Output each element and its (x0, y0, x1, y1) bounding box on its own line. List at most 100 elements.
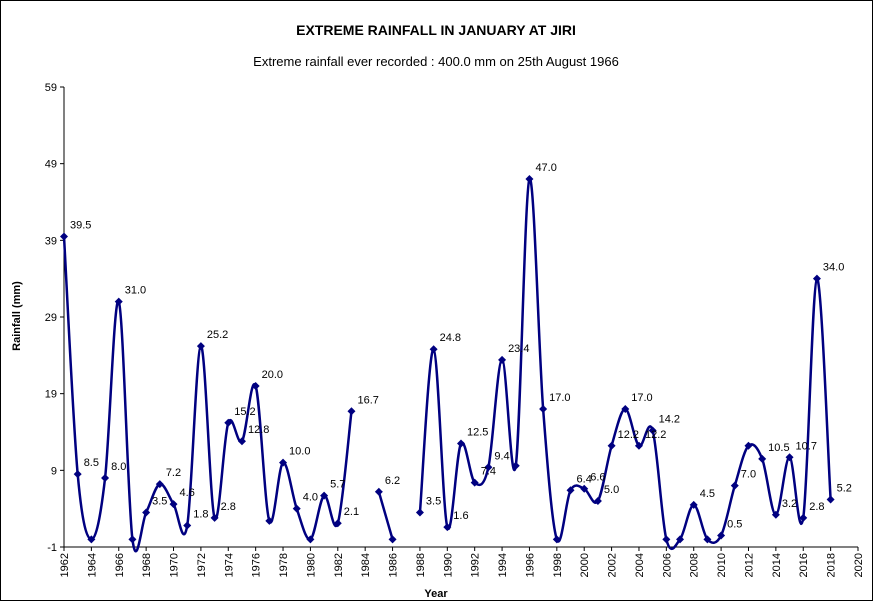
data-point (566, 486, 575, 495)
data-point (169, 500, 178, 509)
data-label: 15.2 (234, 406, 255, 418)
axes: -1 9 19 29 39 49 59 1962 1964 1966 1968 1970 1972 197… (45, 82, 865, 577)
data-labels: 39.5 8.5 8.0 31.0 3.5 7.2 4.6 1.8 25.2 2.8 15.2 12.… (70, 162, 852, 531)
y-tick-label: 9 (51, 465, 57, 477)
x-tick-label: 2014 (771, 553, 783, 577)
data-label: 25.2 (207, 329, 228, 341)
data-point (429, 345, 438, 354)
data-label: 7.4 (481, 466, 496, 478)
data-point (155, 480, 164, 489)
data-label: 10.5 (768, 442, 789, 454)
data-label: 7.0 (741, 469, 756, 481)
data-point (498, 355, 507, 364)
series-line (377, 491, 394, 540)
data-label: 12.5 (467, 427, 488, 439)
data-point (320, 491, 329, 500)
data-label: 31.0 (125, 285, 146, 297)
x-tick-label: 1966 (114, 553, 126, 577)
y-tick-label: 19 (45, 389, 57, 401)
x-tick-label: 1988 (415, 553, 427, 577)
x-tick-label: 1992 (470, 553, 482, 577)
data-label: 17.0 (631, 392, 652, 404)
data-point (237, 437, 246, 446)
x-tick-label: 2016 (798, 553, 810, 577)
data-label: 8.0 (111, 461, 126, 473)
x-tick-label: 2020 (853, 553, 865, 577)
data-label: 12.2 (645, 429, 666, 441)
data-label: 17.0 (549, 392, 570, 404)
data-label: 5.0 (604, 484, 619, 496)
x-tick-label: 1994 (497, 553, 509, 577)
data-label: 24.8 (440, 332, 461, 344)
data-point (593, 497, 602, 505)
data-label: 2.8 (221, 501, 236, 513)
data-point (87, 535, 96, 544)
data-label: 1.8 (193, 509, 208, 521)
data-label: 20.0 (262, 369, 283, 381)
x-tick-label: 1976 (251, 553, 263, 577)
data-label: 2.8 (809, 501, 824, 513)
data-point (689, 500, 698, 509)
data-point (580, 484, 589, 493)
x-tick-label: 1986 (388, 553, 400, 577)
x-tick-label: 2008 (689, 553, 701, 577)
x-tick-label: 1980 (305, 553, 317, 577)
x-tick-label: 1984 (360, 553, 372, 577)
data-point (826, 495, 835, 504)
y-tick-label: 59 (45, 82, 57, 94)
data-point (648, 426, 657, 435)
x-tick-label: 1968 (141, 553, 153, 577)
data-point (607, 441, 616, 450)
data-point (662, 535, 671, 544)
data-point (443, 523, 452, 532)
data-label: 47.0 (535, 162, 556, 174)
y-tick-label: -1 (47, 542, 57, 554)
data-label: 9.4 (494, 450, 509, 462)
data-point (388, 535, 397, 544)
x-tick-label: 2002 (607, 553, 619, 577)
data-label: 6.4 (577, 473, 592, 485)
data-point (306, 535, 315, 544)
data-point (785, 453, 794, 462)
chart-subtitle: Extreme rainfall ever recorded : 400.0 m… (253, 54, 619, 69)
data-point (60, 232, 68, 241)
x-tick-label: 1990 (442, 553, 454, 577)
data-label: 6.6 (590, 472, 605, 484)
data-label: 4.5 (700, 488, 715, 500)
data-point (539, 405, 548, 413)
data-point (279, 458, 288, 467)
data-label: 16.7 (357, 394, 378, 406)
data-label: 3.2 (782, 498, 797, 510)
data-label: 10.7 (796, 440, 817, 452)
data-point (717, 531, 726, 540)
data-point (210, 513, 219, 522)
data-point (251, 382, 260, 390)
x-tick-label: 1972 (196, 553, 208, 577)
x-tick-label: 2006 (661, 553, 673, 577)
y-tick-label: 49 (45, 159, 57, 171)
data-point (525, 175, 534, 183)
x-tick-label: 2004 (634, 553, 646, 577)
data-label: 4.0 (303, 492, 318, 504)
data-point (101, 474, 110, 482)
data-point (347, 407, 356, 416)
data-point (73, 470, 82, 479)
x-tick-label: 1962 (59, 553, 71, 577)
y-tick-label: 29 (45, 312, 57, 324)
data-label: 5.7 (330, 479, 345, 491)
x-tick-label: 1998 (552, 553, 564, 577)
data-label: 14.2 (659, 413, 680, 425)
data-label: 39.5 (70, 220, 91, 232)
data-point (634, 441, 643, 450)
data-label: 0.5 (727, 519, 742, 531)
x-tick-label: 2018 (826, 553, 838, 577)
data-label: 7.2 (166, 467, 181, 479)
y-axis-title: Rainfall (mm) (11, 281, 23, 351)
chart-title: EXTREME RAINFALL IN JANUARY AT JIRI (296, 22, 576, 38)
data-label: 1.6 (453, 510, 468, 522)
data-point (730, 481, 739, 490)
data-point (333, 519, 342, 528)
data-point (415, 508, 424, 517)
data-label: 10.0 (289, 446, 310, 458)
